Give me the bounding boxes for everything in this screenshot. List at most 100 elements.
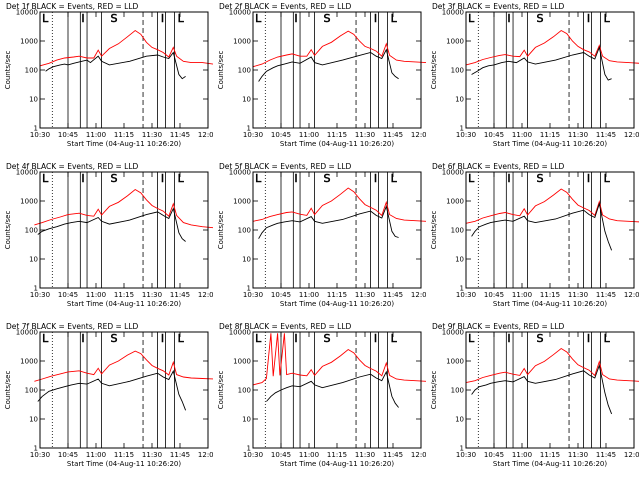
x-tick-label: 12:00 <box>198 291 213 299</box>
x-tick-label: 11:00 <box>86 131 106 139</box>
y-tick-label: 100 <box>238 67 251 75</box>
x-tick-label: 10:30 <box>30 291 50 299</box>
chart-title: Det 4f BLACK = Events, RED = LLD <box>6 162 139 171</box>
x-tick-label: 11:45 <box>170 131 190 139</box>
y-tick-label: 10000 <box>16 169 38 177</box>
plot-frame <box>465 171 635 289</box>
events-series-line <box>471 363 613 415</box>
mode-letter: I <box>374 172 377 185</box>
mode-letter: L <box>604 172 611 185</box>
y-tick-label: 1000 <box>20 198 38 206</box>
mode-letter: L <box>178 332 185 345</box>
plot-frame <box>465 331 635 449</box>
x-tick-label: 11:00 <box>86 451 106 459</box>
x-tick-label: 11:45 <box>383 291 403 299</box>
y-axis-label: Counts/sec <box>217 371 225 410</box>
lld-series-line <box>39 29 213 67</box>
events-series-line <box>45 51 186 80</box>
detector-panel-6f: Det 6f BLACK = Events, RED = LLD L I S I L 1 10… <box>426 160 639 320</box>
x-tick-label: 11:30 <box>142 451 162 459</box>
mode-letter: S <box>110 12 117 25</box>
x-tick-label: 11:30 <box>142 291 162 299</box>
y-tick-label: 100 <box>451 227 464 235</box>
x-tick-label: 11:45 <box>170 291 190 299</box>
x-tick-label: 11:15 <box>114 451 134 459</box>
x-tick-label: 10:30 <box>456 451 476 459</box>
y-axis-label: Counts/sec <box>4 211 12 250</box>
x-tick-label: 11:00 <box>512 451 532 459</box>
x-axis-label: Start Time (04-Aug-11 10:26:20) <box>493 460 607 468</box>
y-tick-label: 1000 <box>233 38 251 46</box>
x-tick-label: 10:45 <box>271 451 291 459</box>
y-tick-label: 1 <box>247 125 251 133</box>
x-axis-label: Start Time (04-Aug-11 10:26:20) <box>280 300 394 308</box>
plot-frame <box>39 11 209 129</box>
x-tick-label: 12:00 <box>411 451 426 459</box>
y-axis-label: Counts/sec <box>217 51 225 90</box>
x-tick-label: 11:30 <box>355 131 375 139</box>
detector-panel-1f: Det 1f BLACK = Events, RED = LLD L I S I L 1 10… <box>0 0 213 160</box>
x-tick-label: 10:30 <box>456 131 476 139</box>
y-tick-label: 100 <box>451 67 464 75</box>
x-tick-label: 10:45 <box>484 131 504 139</box>
mode-letter: I <box>587 332 590 345</box>
y-tick-label: 10000 <box>229 329 251 337</box>
x-tick-label: 11:00 <box>512 131 532 139</box>
mode-letter: I <box>294 172 297 185</box>
chart-title: Det 9f BLACK = Events, RED = LLD <box>432 322 565 331</box>
y-tick-label: 1 <box>34 285 38 293</box>
events-series-line <box>37 207 186 242</box>
mode-letter: S <box>110 332 117 345</box>
y-tick-label: 100 <box>25 227 38 235</box>
x-axis-label: Start Time (04-Aug-11 10:26:20) <box>67 140 181 148</box>
lld-series-line <box>465 29 639 66</box>
mode-letter: L <box>468 172 475 185</box>
y-tick-label: 10000 <box>229 169 251 177</box>
mode-letter: S <box>323 172 330 185</box>
x-tick-label: 10:45 <box>271 131 291 139</box>
y-axis-label: Counts/sec <box>4 371 12 410</box>
events-series-line <box>258 48 399 82</box>
detector-panel-3f: Det 3f BLACK = Events, RED = LLD L I S I L 1 10… <box>426 0 639 160</box>
x-tick-label: 11:15 <box>114 131 134 139</box>
plot-frame <box>39 171 209 289</box>
y-axis-label: Counts/sec <box>430 51 438 90</box>
x-tick-label: 11:00 <box>299 451 319 459</box>
x-tick-label: 10:45 <box>271 291 291 299</box>
y-tick-label: 1000 <box>20 38 38 46</box>
y-tick-label: 1000 <box>446 358 464 366</box>
detector-panel-2f: Det 2f BLACK = Events, RED = LLD L I S I L 1 10… <box>213 0 426 160</box>
x-tick-label: 12:00 <box>624 451 639 459</box>
x-tick-label: 10:45 <box>58 291 78 299</box>
y-tick-label: 10000 <box>442 169 464 177</box>
x-tick-label: 12:00 <box>198 131 213 139</box>
x-tick-label: 11:00 <box>512 291 532 299</box>
x-tick-label: 11:00 <box>299 291 319 299</box>
y-tick-label: 10000 <box>442 329 464 337</box>
x-tick-label: 11:00 <box>86 291 106 299</box>
x-tick-label: 11:30 <box>568 131 588 139</box>
x-tick-label: 11:45 <box>596 131 616 139</box>
y-tick-label: 10 <box>455 96 464 104</box>
x-tick-label: 11:30 <box>355 291 375 299</box>
y-tick-label: 1000 <box>446 38 464 46</box>
y-axis-label: Counts/sec <box>430 371 438 410</box>
y-tick-label: 10000 <box>442 9 464 17</box>
y-tick-label: 10 <box>455 256 464 264</box>
mode-letter: L <box>255 12 262 25</box>
y-tick-label: 1 <box>460 125 464 133</box>
y-tick-label: 100 <box>25 67 38 75</box>
mode-letter: L <box>42 332 49 345</box>
y-axis-label: Counts/sec <box>4 51 12 90</box>
mode-letter: I <box>81 172 84 185</box>
detector-panel-4f: Det 4f BLACK = Events, RED = LLD L I S I L 1 10… <box>0 160 213 320</box>
x-tick-label: 10:45 <box>58 131 78 139</box>
x-tick-label: 10:30 <box>456 291 476 299</box>
mode-letter: I <box>507 172 510 185</box>
mode-letter: L <box>391 12 398 25</box>
plot-frame <box>252 11 422 129</box>
y-tick-label: 10 <box>29 256 38 264</box>
x-tick-label: 11:15 <box>327 451 347 459</box>
